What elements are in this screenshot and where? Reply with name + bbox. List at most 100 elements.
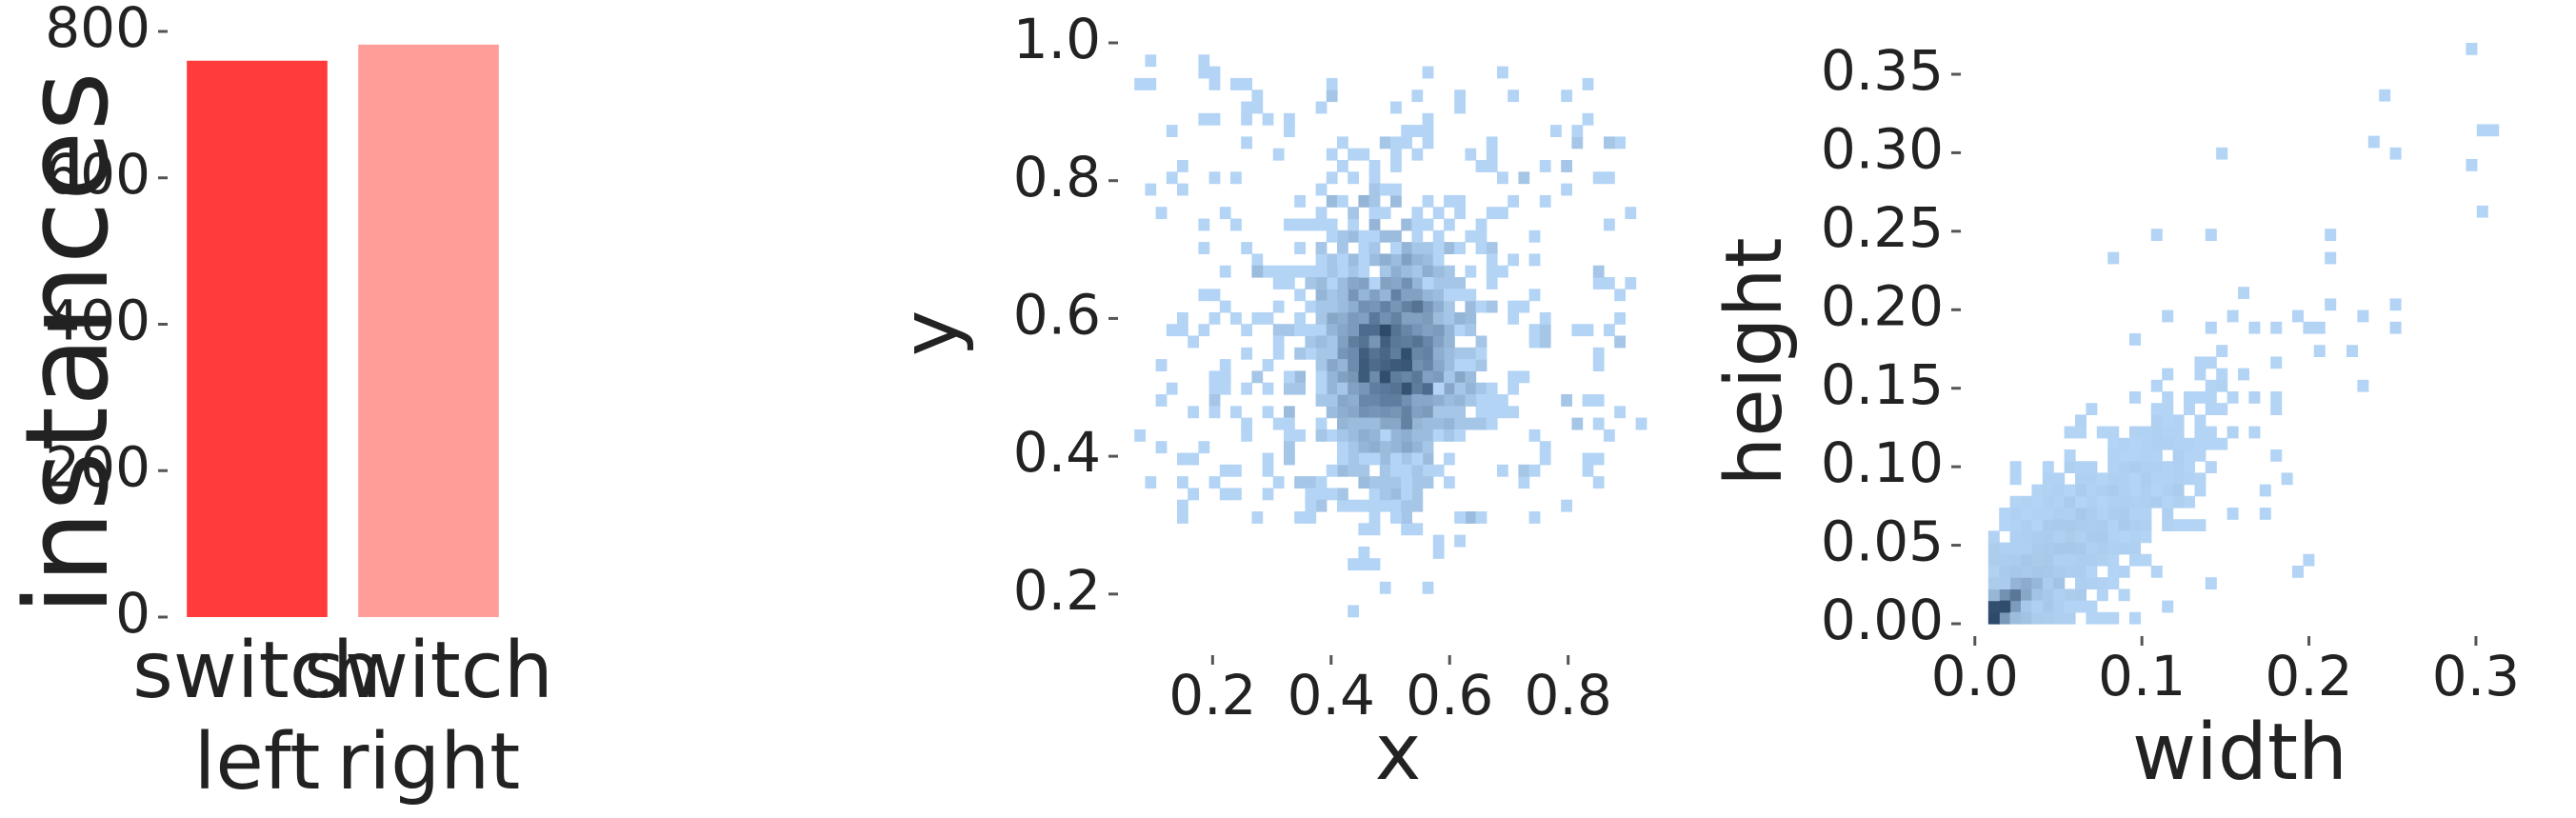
histogram-cell: [2042, 519, 2054, 531]
histogram-cell: [1337, 488, 1348, 501]
histogram-cell: [1422, 347, 1434, 360]
histogram-cell: [1337, 289, 1348, 302]
histogram-cell: [1486, 300, 1498, 313]
histogram-cell: [2194, 426, 2207, 439]
histogram-cell: [2118, 495, 2130, 509]
histogram-cell: [1272, 335, 1285, 349]
histogram-cell: [1337, 300, 1348, 313]
histogram-cell: [1337, 499, 1348, 512]
histogram-cell: [1987, 589, 2000, 602]
histogram-cell: [1592, 359, 1605, 371]
histogram-cell: [2053, 508, 2066, 520]
histogram-cell: [1208, 66, 1221, 79]
histogram-cell: [1368, 488, 1381, 501]
histogram-cell: [2096, 530, 2108, 544]
histogram-cell: [1262, 406, 1274, 419]
histogram-cell: [2009, 530, 2022, 544]
histogram-cell: [2107, 495, 2120, 509]
histogram-cell: [1337, 394, 1348, 407]
histogram-cell: [1241, 112, 1252, 126]
histogram-cell: [1326, 359, 1338, 371]
histogram-cell: [2107, 472, 2120, 486]
histogram-cell: [1465, 324, 1477, 337]
histogram-cell: [1561, 499, 1572, 512]
histogram-cell: [1379, 359, 1391, 371]
histogram-cell: [1401, 136, 1412, 150]
histogram-cell: [2118, 449, 2130, 462]
histogram-cell: [1528, 429, 1541, 442]
histogram-cell: [1348, 229, 1359, 243]
histogram-cell: [1177, 324, 1188, 337]
histogram-cell: [1315, 218, 1328, 231]
histogram-cell: [2021, 600, 2032, 613]
histogram-cell: [1390, 511, 1402, 524]
histogram-cell: [1145, 77, 1157, 90]
histogram-cell: [2140, 426, 2152, 439]
histogram-cell: [1315, 476, 1328, 489]
histogram-cell: [1390, 359, 1402, 371]
histogram-cell: [1454, 277, 1466, 289]
histogram-cell: [2086, 553, 2098, 567]
histogram-cell: [2053, 577, 2066, 589]
histogram-cell: [1390, 464, 1402, 477]
histogram-cell: [1422, 359, 1434, 371]
histogram-cell: [1177, 160, 1188, 172]
histogram-cell: [2172, 449, 2185, 462]
histogram-cell: [1379, 488, 1391, 501]
histogram-cell: [2216, 379, 2228, 392]
histogram-cell: [1219, 359, 1231, 371]
histogram-cell: [1401, 277, 1412, 289]
histogram-cell: [1305, 324, 1317, 337]
histogram-cell: [1518, 300, 1530, 313]
histogram-cell: [2021, 553, 2032, 567]
histogram-cell: [1379, 335, 1391, 349]
histogram-cell: [2248, 391, 2261, 404]
histogram-cell: [1604, 277, 1615, 289]
histogram-cell: [1432, 429, 1445, 442]
histogram-cell: [1411, 370, 1424, 384]
histogram-cell: [1497, 265, 1508, 278]
histogram-cell: [1294, 382, 1306, 395]
histogram-cell: [1337, 464, 1348, 477]
histogram-cell: [1219, 207, 1231, 220]
width-height-histogram-panel: 0.00 0.05 0.10 0.15 0.20 0.25 0.30 0.35 0.0 0.1 0.…: [1709, 38, 2520, 798]
x-tick-label: 0.0: [1931, 644, 2019, 708]
histogram-cell: [1368, 242, 1381, 254]
histogram-cell: [1390, 148, 1402, 161]
histogram-cell: [1987, 600, 2000, 613]
histogram-cell: [2129, 333, 2141, 346]
histogram-cell: [1284, 429, 1295, 442]
histogram-cell: [1368, 523, 1381, 536]
histogram-cell: [1284, 277, 1295, 289]
histogram-cell: [1987, 611, 2000, 625]
histogram-cell: [1251, 101, 1264, 114]
histogram-cell: [1358, 359, 1370, 371]
histogram-cell: [1368, 218, 1381, 231]
histogram-cell: [2064, 519, 2076, 531]
histogram-cell: [1379, 207, 1391, 220]
histogram-cell: [2194, 519, 2207, 531]
histogram-cell: [1518, 171, 1530, 185]
histogram-cell: [2205, 437, 2217, 450]
histogram-cell: [2172, 519, 2185, 531]
x-axis-title: x: [1375, 708, 1422, 798]
histogram-cell: [1390, 406, 1402, 419]
histogram-cell: [1358, 148, 1370, 161]
histogram-cell: [2064, 484, 2076, 497]
histogram-cell: [1592, 394, 1605, 407]
histogram-cell: [1454, 242, 1466, 254]
histogram-cell: [1294, 476, 1306, 489]
histogram-cell: [1444, 300, 1455, 313]
histogram-cell: [1358, 194, 1370, 208]
histogram-cell: [1368, 382, 1381, 395]
histogram-cell: [1401, 335, 1412, 349]
histogram-cell: [2009, 566, 2022, 578]
histogram-cell: [2248, 426, 2261, 439]
histogram-cell: [1337, 441, 1348, 454]
histogram-cell: [1337, 136, 1348, 150]
histogram-cell: [1379, 311, 1391, 325]
histogram-cell: [2184, 449, 2195, 462]
histogram-cell: [1539, 311, 1551, 325]
histogram-cell: [1550, 125, 1562, 137]
histogram-cell: [1294, 347, 1306, 360]
